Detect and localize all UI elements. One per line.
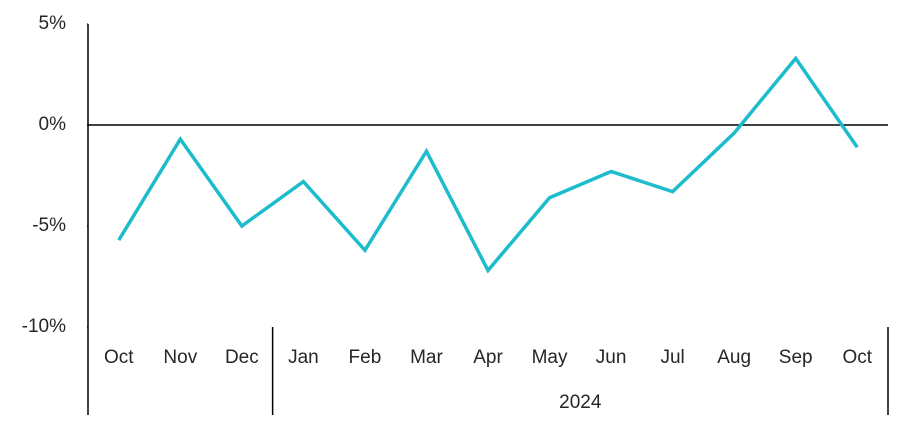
data-line bbox=[117, 55, 859, 274]
x-tick-label: Jun bbox=[596, 347, 627, 368]
group-label: 2024 bbox=[559, 392, 602, 413]
y-tick-label: -10% bbox=[22, 316, 66, 337]
x-tick-label: Dec bbox=[225, 347, 259, 368]
x-tick-label: Aug bbox=[717, 347, 751, 368]
x-tick-label: Jul bbox=[660, 347, 684, 368]
y-tick-label: -5% bbox=[32, 215, 66, 236]
x-tick-label: Nov bbox=[163, 347, 197, 368]
x-tick-label: Feb bbox=[349, 347, 382, 368]
x-tick-label: May bbox=[532, 347, 568, 368]
x-tick-label: Sep bbox=[779, 347, 813, 368]
y-tick-label: 5% bbox=[39, 13, 67, 34]
x-tick-label: Oct bbox=[842, 347, 872, 368]
x-tick-label: Mar bbox=[410, 347, 443, 368]
x-tick-label: Jan bbox=[288, 347, 319, 368]
y-tick-label: 0% bbox=[39, 114, 67, 135]
x-tick-label: Oct bbox=[104, 347, 134, 368]
x-tick-label: Apr bbox=[473, 347, 503, 368]
